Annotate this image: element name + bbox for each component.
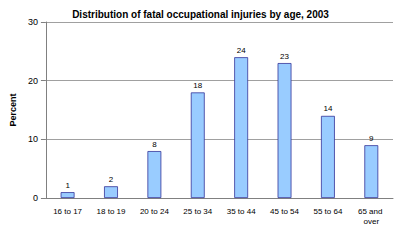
svg-text:20 to 24: 20 to 24 bbox=[140, 207, 169, 216]
svg-text:55 to 64: 55 to 64 bbox=[313, 207, 342, 216]
svg-text:9: 9 bbox=[369, 134, 374, 143]
svg-text:10: 10 bbox=[28, 134, 38, 144]
svg-text:0: 0 bbox=[33, 193, 38, 203]
svg-text:8: 8 bbox=[152, 140, 157, 149]
svg-text:over: over bbox=[364, 217, 380, 226]
svg-text:45 to 54: 45 to 54 bbox=[270, 207, 299, 216]
svg-text:35 to 44: 35 to 44 bbox=[227, 207, 256, 216]
svg-text:18: 18 bbox=[193, 81, 202, 90]
svg-text:30: 30 bbox=[28, 17, 38, 27]
svg-text:14: 14 bbox=[323, 104, 332, 113]
svg-text:Distribution of fatal occupati: Distribution of fatal occupational injur… bbox=[72, 9, 329, 20]
svg-text:20: 20 bbox=[28, 76, 38, 86]
svg-text:24: 24 bbox=[237, 46, 246, 55]
svg-text:16 to 17: 16 to 17 bbox=[53, 207, 82, 216]
svg-text:1: 1 bbox=[65, 181, 70, 190]
svg-text:25 to 34: 25 to 34 bbox=[183, 207, 212, 216]
svg-text:23: 23 bbox=[280, 52, 289, 61]
svg-text:Percent: Percent bbox=[8, 93, 18, 126]
svg-text:65 and: 65 and bbox=[358, 207, 385, 216]
svg-text:2: 2 bbox=[109, 175, 114, 184]
svg-text:18 to 19: 18 to 19 bbox=[97, 207, 126, 216]
